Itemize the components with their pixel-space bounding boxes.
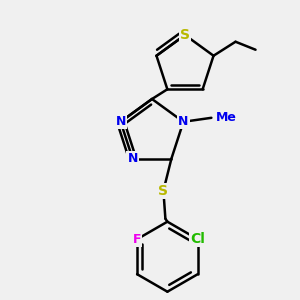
Text: Me: Me bbox=[215, 111, 236, 124]
Text: N: N bbox=[178, 115, 189, 128]
Text: Cl: Cl bbox=[190, 232, 205, 246]
Text: N: N bbox=[116, 115, 126, 128]
Text: S: S bbox=[158, 184, 168, 198]
Text: F: F bbox=[133, 233, 141, 246]
Text: N: N bbox=[128, 152, 138, 165]
Text: S: S bbox=[180, 28, 190, 42]
